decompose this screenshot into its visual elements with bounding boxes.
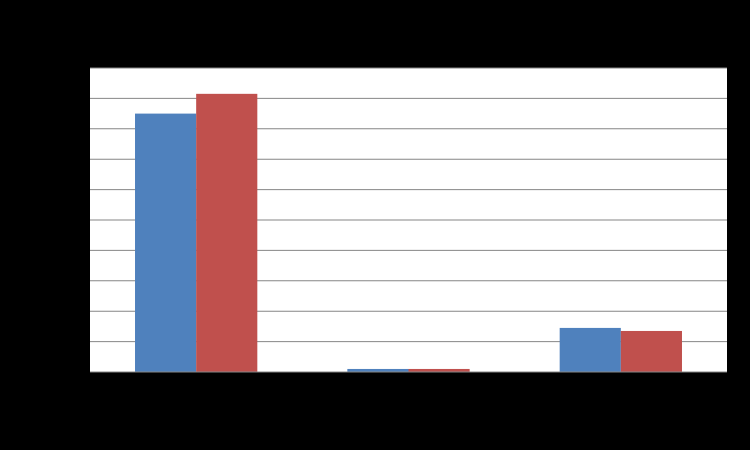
- bar: [559, 327, 621, 372]
- bar: [620, 330, 682, 372]
- bar: [347, 368, 409, 372]
- bar: [135, 113, 197, 372]
- bar: [408, 368, 470, 372]
- bar: [196, 93, 258, 372]
